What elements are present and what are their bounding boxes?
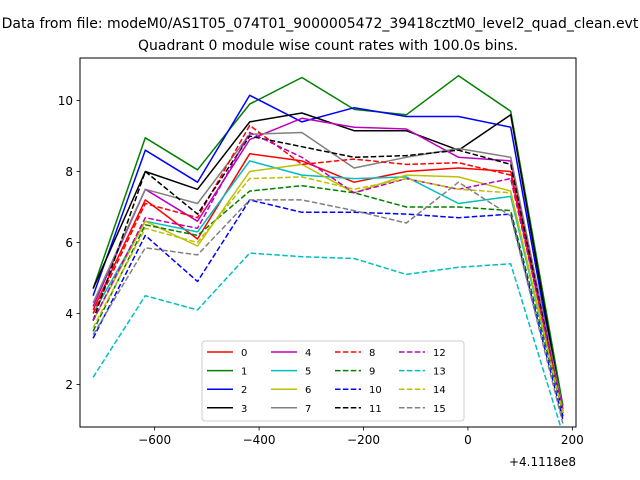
legend-item: 2 [207,385,247,396]
legend-item: 9 [335,367,375,378]
series-4-line [92,117,564,413]
legend-item: 8 [335,348,375,359]
x-axis: −600 −400 −200 0 200 [138,427,584,447]
x-tick-label: −400 [243,433,276,447]
legend-item: 6 [271,385,311,396]
legend-item: 4 [271,348,311,359]
legend-label: 0 [241,348,247,359]
legend-label: 5 [305,367,311,378]
legend-label: 4 [305,348,311,359]
legend-label: 12 [433,348,446,359]
series-0-line [92,153,564,410]
x-tick-label: 0 [464,433,472,447]
legend-label: 6 [305,385,311,396]
legend-item: 14 [399,385,446,396]
legend-item: 12 [399,348,446,359]
y-tick-label: 4 [65,307,73,321]
legend-label: 2 [241,385,247,396]
series-13-line [92,252,562,427]
series-11-line [92,135,564,413]
legend-label: 8 [369,348,375,359]
legend-label: 9 [369,367,375,378]
legend-label: 11 [369,404,382,415]
legend-item: 13 [399,367,446,378]
figure-suptitle: Data from file: modeM0/AS1T05_074T01_900… [2,16,639,32]
legend-item: 7 [271,404,311,415]
y-tick-label: 8 [65,165,73,179]
series-15-line [92,181,564,424]
series-3-line [92,112,564,413]
y-tick-label: 2 [65,378,73,392]
legend-item: 10 [335,385,382,396]
series-1-line [92,74,564,406]
series-12-line [92,131,564,410]
legend-item: 0 [207,348,247,359]
series-2-line [92,94,564,417]
legend-label: 10 [369,385,382,396]
series-14-line [92,176,564,413]
x-tick-label: 200 [561,433,584,447]
series-10-line [92,199,564,421]
legend-label: 3 [241,404,247,415]
legend-item: 3 [207,404,247,415]
y-tick-label: 6 [65,236,73,250]
legend-item: 15 [399,404,446,415]
chart-title: Quadrant 0 module wise count rates with … [138,38,518,54]
legend-item: 5 [271,367,311,378]
y-tick-label: 10 [58,94,73,108]
legend-item: 11 [335,404,382,415]
legend-label: 7 [305,404,311,415]
legend-box [201,340,465,422]
x-tick-label: −200 [347,433,380,447]
series-5-line [92,160,564,413]
series-8-line [92,124,564,413]
series-7-line [92,131,564,410]
legend-item: 1 [207,367,247,378]
legend-label: 15 [433,404,446,415]
legend-label: 1 [241,367,247,378]
legend-label: 14 [433,385,446,396]
y-axis: 2 4 6 8 10 [58,94,80,392]
series-layer [92,74,564,427]
legend-label: 13 [433,367,446,378]
x-tick-label: −600 [138,433,171,447]
series-9-line [92,184,564,413]
x-axis-offset-label: +4.1118e8 [509,455,576,469]
